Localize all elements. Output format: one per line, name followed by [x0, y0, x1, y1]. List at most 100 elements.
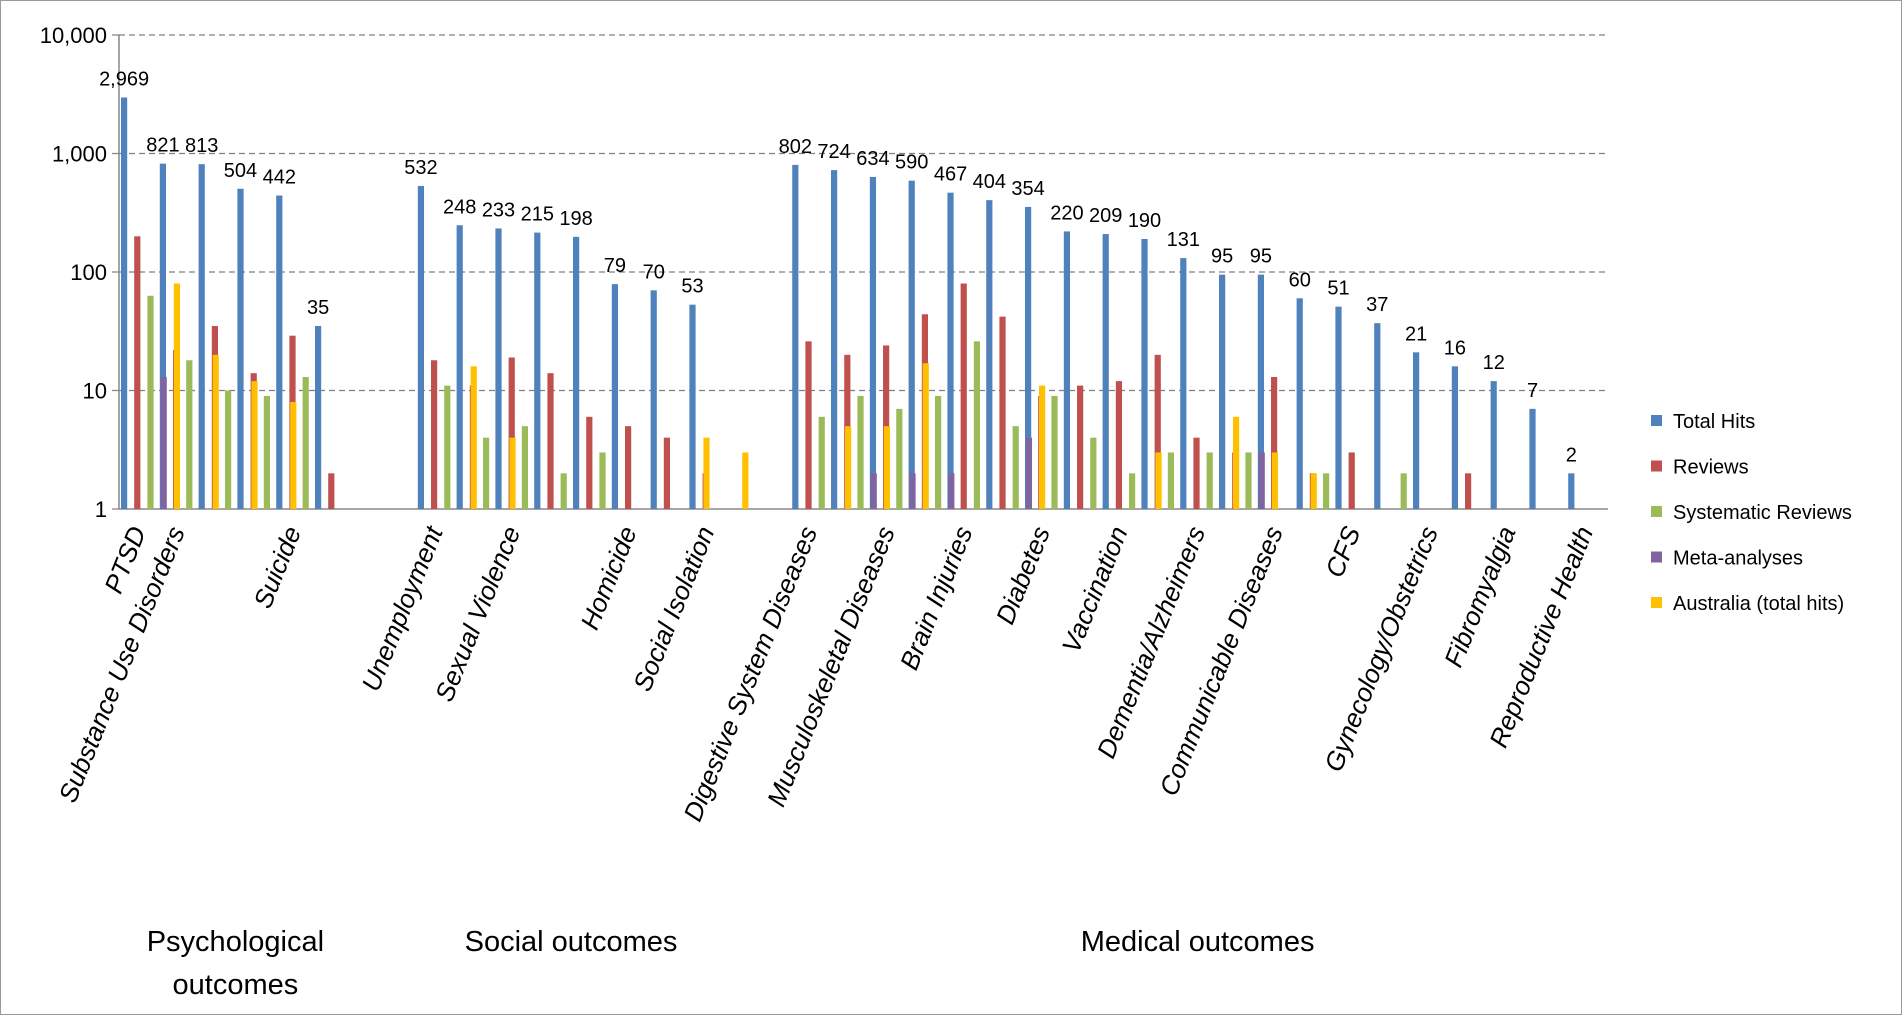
legend-swatch: [1651, 506, 1662, 517]
bar-reviews: [586, 416, 593, 509]
bar-meta-analyses: [160, 376, 167, 509]
legend-label: Australia (total hits): [1673, 593, 1844, 615]
bar-total-hits: [1296, 298, 1303, 509]
group-label: Psychological: [147, 926, 324, 958]
y-tick-label: 100: [70, 260, 107, 285]
category-label: Brain Injuries: [894, 522, 979, 674]
bar-australia-total-hits-: [173, 283, 180, 509]
data-label: 95: [1211, 246, 1233, 268]
group-label: Medical outcomes: [1081, 926, 1315, 958]
bar-systematic-reviews: [186, 360, 193, 509]
bar-systematic-reviews: [560, 473, 567, 509]
bar-australia-total-hits-: [470, 366, 477, 509]
legend-label: Meta-analyses: [1673, 548, 1803, 570]
bar-reviews: [1154, 354, 1161, 509]
bar-reviews: [960, 283, 967, 509]
bar-total-hits: [1568, 473, 1575, 509]
legend-swatch: [1651, 551, 1662, 563]
bar-systematic-reviews: [818, 416, 825, 509]
bar-systematic-reviews: [896, 408, 903, 509]
bar-australia-total-hits-: [742, 452, 749, 509]
data-label: 209: [1089, 205, 1122, 227]
bar-meta-analyses: [870, 473, 877, 509]
bar-australia-total-hits-: [703, 437, 710, 509]
bar-systematic-reviews: [444, 385, 451, 509]
bar-total-hits: [908, 180, 915, 509]
data-label: 198: [559, 208, 592, 230]
bar-total-hits: [276, 195, 283, 509]
bar-australia-total-hits-: [1310, 473, 1317, 509]
bar-reviews: [1077, 385, 1084, 509]
bar-systematic-reviews: [1051, 395, 1058, 509]
data-label: 21: [1405, 323, 1427, 345]
data-label: 51: [1327, 278, 1349, 300]
bar-total-hits: [573, 236, 580, 510]
bar-total-hits: [1490, 381, 1497, 509]
data-label: 634: [856, 148, 889, 170]
bar-total-hits: [198, 164, 205, 509]
data-label: 190: [1128, 210, 1161, 232]
bar-total-hits: [1063, 231, 1071, 509]
bar-total-hits: [314, 326, 322, 509]
bars: [121, 97, 1575, 510]
bar-australia-total-hits-: [1271, 452, 1279, 509]
bar-total-hits: [237, 188, 244, 510]
data-label: 233: [482, 199, 515, 221]
bar-australia-total-hits-: [251, 381, 258, 509]
bar-total-hits: [534, 232, 541, 509]
bar-systematic-reviews: [1323, 473, 1330, 509]
bar-meta-analyses: [948, 473, 955, 509]
legend: Total Hits Reviews Systematic Reviews Meta-…: [1651, 411, 1852, 615]
data-label: 442: [263, 167, 296, 189]
category-label: Social Isolation: [627, 522, 720, 695]
bar-reviews: [547, 373, 554, 509]
category-label: Vaccination: [1056, 522, 1134, 657]
bar-reviews: [805, 341, 812, 509]
bar-total-hits: [611, 284, 619, 509]
bar-systematic-reviews: [599, 452, 606, 509]
grid-layer: [112, 34, 1608, 510]
bar-reviews: [999, 316, 1006, 509]
y-axis-ticks: 1 10 100 1,000 10,000: [40, 23, 107, 522]
legend-swatch: [1651, 460, 1662, 472]
bar-total-hits: [792, 164, 799, 509]
data-label: 70: [643, 261, 665, 283]
bar-australia-total-hits-: [845, 426, 852, 509]
bar-total-hits: [1141, 238, 1148, 509]
data-label: 590: [895, 152, 928, 174]
bar-australia-total-hits-: [1233, 416, 1240, 509]
bar-total-hits: [1180, 258, 1187, 509]
bar-australia-total-hits-: [1039, 385, 1046, 509]
data-label: 215: [521, 204, 554, 226]
data-label: 248: [443, 196, 476, 218]
data-label: 220: [1050, 202, 1083, 224]
legend-swatch: [1651, 597, 1662, 608]
bar-total-hits: [1102, 234, 1109, 509]
category-label: Homicide: [574, 522, 642, 634]
bar-systematic-reviews: [302, 376, 309, 509]
bar-systematic-reviews: [1245, 452, 1252, 509]
bar-reviews: [508, 357, 515, 509]
bar-australia-total-hits-: [509, 437, 516, 509]
bar-meta-analyses: [1025, 437, 1033, 509]
bar-total-hits: [986, 200, 993, 510]
bar-systematic-reviews: [857, 395, 864, 509]
bar-total-hits: [1529, 408, 1536, 509]
bar-total-hits: [1374, 323, 1381, 509]
group-label: Social outcomes: [465, 926, 678, 958]
bar-systematic-reviews: [1400, 473, 1407, 509]
bar-total-hits: [869, 176, 877, 509]
bar-total-hits: [1451, 366, 1459, 509]
bar-systematic-reviews: [973, 341, 981, 509]
group-label: outcomes: [173, 969, 299, 1001]
bar-meta-analyses: [1258, 452, 1265, 509]
category-label: Diabetes: [990, 522, 1056, 628]
bar-australia-total-hits-: [922, 363, 929, 509]
category-label: CFS: [1319, 521, 1367, 581]
bar-reviews: [328, 473, 335, 509]
bar-total-hits: [159, 163, 166, 509]
data-label: 37: [1366, 294, 1388, 316]
bar-total-hits: [1219, 274, 1226, 509]
